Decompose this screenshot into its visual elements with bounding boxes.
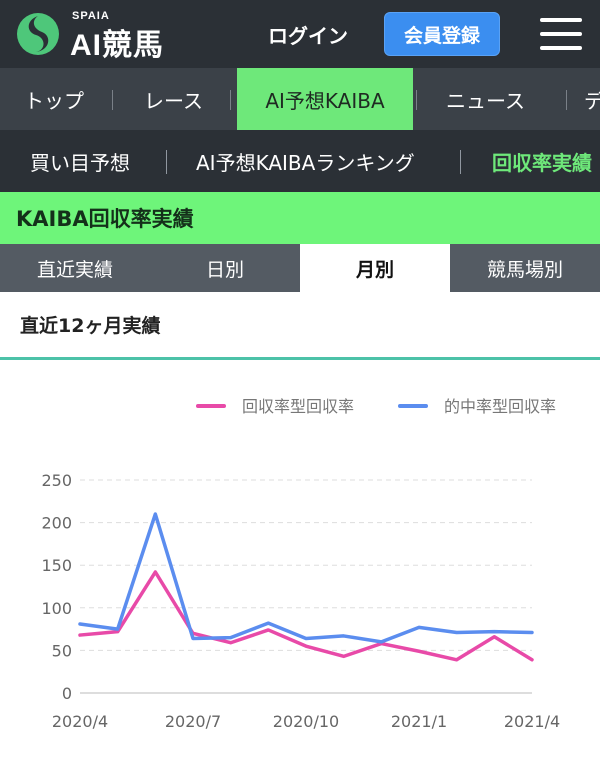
nav-separator bbox=[416, 90, 417, 110]
app-header: SPAIA AI競馬 ログイン 会員登録 bbox=[0, 0, 600, 68]
y-tick-label: 0 bbox=[62, 684, 72, 703]
nav-item-data[interactable]: デ bbox=[584, 88, 600, 113]
nav-separator bbox=[566, 90, 567, 110]
nav-item-race[interactable]: レース bbox=[144, 88, 203, 113]
logo-small-text: SPAIA bbox=[72, 10, 110, 22]
nav-item-ai-kaiba[interactable]: AI予想KAIBA bbox=[237, 68, 413, 130]
subnav-separator bbox=[166, 150, 167, 174]
nav-item-top[interactable]: トップ bbox=[24, 88, 84, 113]
legend-label: 回収率型回収率 bbox=[242, 397, 354, 416]
y-tick-label: 250 bbox=[41, 471, 72, 490]
tab-daily[interactable]: 日別 bbox=[150, 244, 300, 292]
nav-separator bbox=[230, 90, 231, 110]
y-tick-label: 50 bbox=[52, 641, 72, 660]
nav-item-news[interactable]: ニュース bbox=[446, 88, 525, 113]
tab-racecourse[interactable]: 競馬場別 bbox=[450, 244, 600, 292]
y-tick-label: 200 bbox=[41, 514, 72, 533]
register-button[interactable]: 会員登録 bbox=[384, 12, 500, 56]
spaia-logo-icon[interactable] bbox=[16, 12, 60, 56]
legend-label: 的中率型回収率 bbox=[444, 397, 556, 416]
logo-title[interactable]: AI競馬 bbox=[70, 29, 164, 62]
subnav-item-ranking[interactable]: AI予想KAIBAランキング bbox=[196, 150, 415, 175]
y-tick-label: 150 bbox=[41, 556, 72, 575]
tab-recent[interactable]: 直近実績 bbox=[0, 244, 150, 292]
recovery-rate-chart: 0 50 100 150 200 250 2020/4 2020/7 2020/10 2021/1… bbox=[0, 363, 600, 768]
chart-heading: 直近12ヶ月実績 bbox=[0, 292, 600, 360]
tab-monthly[interactable]: 月別 bbox=[300, 244, 450, 292]
line-chart: 0 50 100 150 200 250 2020/4 2020/7 2020/10 2021/1… bbox=[41, 397, 560, 731]
x-tick-label: 2020/7 bbox=[165, 712, 221, 731]
nav-separator bbox=[112, 90, 113, 110]
series-line-hit-type bbox=[78, 512, 534, 644]
series-line-recovery-type bbox=[78, 570, 534, 662]
main-nav: トップ レース AI予想KAIBA ニュース デ bbox=[0, 68, 600, 130]
subnav-item-recovery[interactable]: 回収率実績 bbox=[492, 150, 592, 175]
login-link[interactable]: ログイン bbox=[268, 24, 348, 48]
sub-nav: 買い目予想 AI予想KAIBAランキング 回収率実績 bbox=[0, 130, 600, 192]
x-tick-label: 2021/1 bbox=[391, 712, 447, 731]
period-tabs: 直近実績 日別 月別 競馬場別 bbox=[0, 244, 600, 292]
x-tick-label: 2020/10 bbox=[273, 712, 339, 731]
subnav-item-betting[interactable]: 買い目予想 bbox=[30, 150, 130, 175]
y-tick-label: 100 bbox=[41, 599, 72, 618]
section-title: KAIBA回収率実績 bbox=[0, 192, 600, 244]
subnav-separator bbox=[460, 150, 461, 174]
x-tick-label: 2020/4 bbox=[52, 712, 108, 731]
hamburger-menu-icon[interactable] bbox=[540, 18, 582, 50]
x-tick-label: 2021/4 bbox=[504, 712, 560, 731]
